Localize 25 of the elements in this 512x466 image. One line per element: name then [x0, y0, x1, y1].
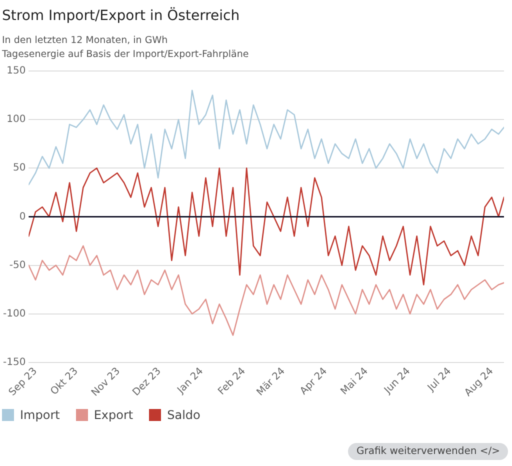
y-tick-label: 0 — [19, 211, 26, 222]
x-tick-label: Dez 23 — [130, 366, 164, 398]
x-tick-label: Jun 24 — [382, 366, 413, 397]
legend-label: Import — [20, 408, 60, 422]
legend-label: Saldo — [167, 408, 200, 422]
x-tick-label: Apr 24 — [298, 366, 330, 398]
x-tick-label: Jan 24 — [174, 366, 206, 397]
legend-label: Export — [94, 408, 134, 422]
x-tick-label: Sep 23 — [7, 366, 40, 398]
y-tick-label: 150 — [6, 66, 26, 77]
x-tick-label: Okt 23 — [48, 366, 80, 398]
x-tick-label: Feb 24 — [216, 366, 248, 398]
x-tick-label: Aug 24 — [462, 366, 496, 399]
y-tick-label: -150 — [2, 357, 26, 368]
y-tick-label: 100 — [6, 114, 26, 126]
x-tick-label: Nov 23 — [90, 366, 123, 399]
y-tick-label: 50 — [12, 162, 26, 174]
y-tick-label: -100 — [2, 308, 26, 320]
x-tick-label: Mai 24 — [338, 366, 370, 398]
x-tick-label: Jul 24 — [425, 366, 454, 394]
chart-title: Strom Import/Export in Österreich — [1, 6, 241, 24]
x-tick-label: Mär 24 — [254, 366, 288, 398]
chart-subtitle: In den letzten 12 Monaten, in GWh Tagesenergie auf Basis der Import/Export-Fahrpläne — [2, 34, 250, 62]
y-tick-label: -50 — [9, 260, 26, 271]
button: Grafik weiterverwenden </> — [348, 443, 508, 460]
